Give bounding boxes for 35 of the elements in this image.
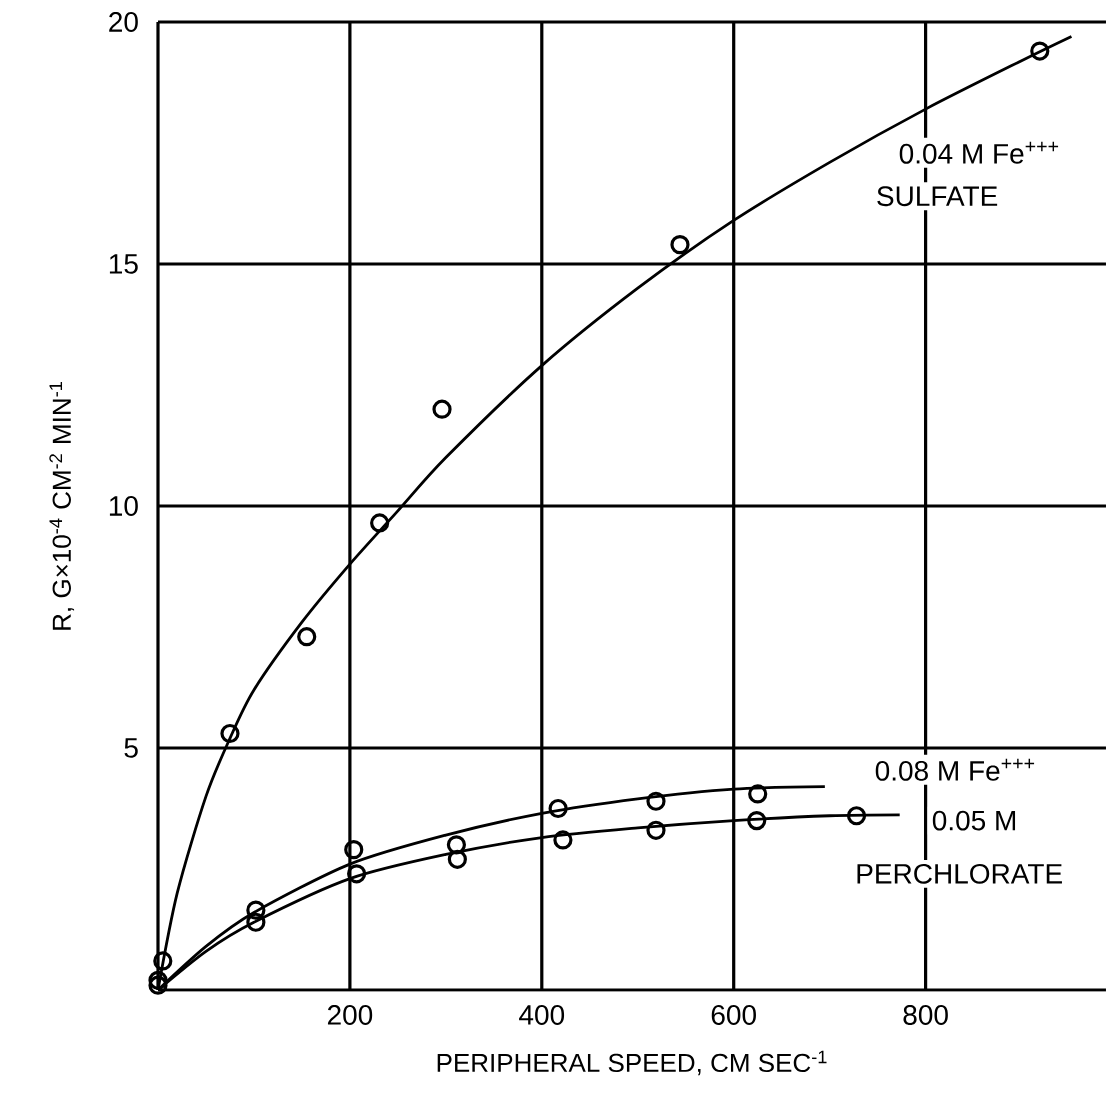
y-axis-title: R, G×10$^{-4}$ CM$^{-2}$ MIN$^{-1}$ xyxy=(49,382,75,630)
x-tick-label: 200 xyxy=(327,1005,373,1025)
point xyxy=(646,820,666,840)
point xyxy=(447,849,467,869)
point xyxy=(153,951,173,971)
point xyxy=(370,513,390,533)
point xyxy=(246,900,266,920)
point xyxy=(747,811,767,831)
point xyxy=(646,791,666,811)
point xyxy=(670,235,690,255)
point xyxy=(748,784,768,804)
point xyxy=(347,864,367,884)
point xyxy=(446,835,466,855)
y-tick-label: 10 xyxy=(109,496,138,516)
point xyxy=(1030,41,1050,61)
point xyxy=(846,806,867,826)
x-tick-label: 800 xyxy=(903,1005,948,1025)
y-tick-label: 20 xyxy=(109,12,138,32)
point xyxy=(220,723,240,744)
annotation: 0.08 M Fe$^{+++}$ xyxy=(875,758,1035,781)
point xyxy=(297,627,317,647)
x-axis-title: PERIPHERAL SPEED, CM SEC$^{-1}$ xyxy=(437,1050,827,1076)
x-tick-label: 400 xyxy=(519,1005,565,1025)
point xyxy=(432,399,452,419)
y-tick-label: 5 xyxy=(124,738,138,758)
point xyxy=(344,840,364,860)
point xyxy=(548,798,568,819)
annotation: 0.04 M Fe$^{+++}$ xyxy=(899,141,1059,164)
annotation: PERCHLORATE xyxy=(857,863,1062,884)
y-tick-label: 15 xyxy=(109,254,138,274)
annotation: SULFATE xyxy=(877,186,998,207)
annotation: 0.05 M xyxy=(932,810,1016,831)
point xyxy=(553,830,573,850)
point xyxy=(246,912,266,932)
x-tick-label: 600 xyxy=(711,1005,756,1025)
